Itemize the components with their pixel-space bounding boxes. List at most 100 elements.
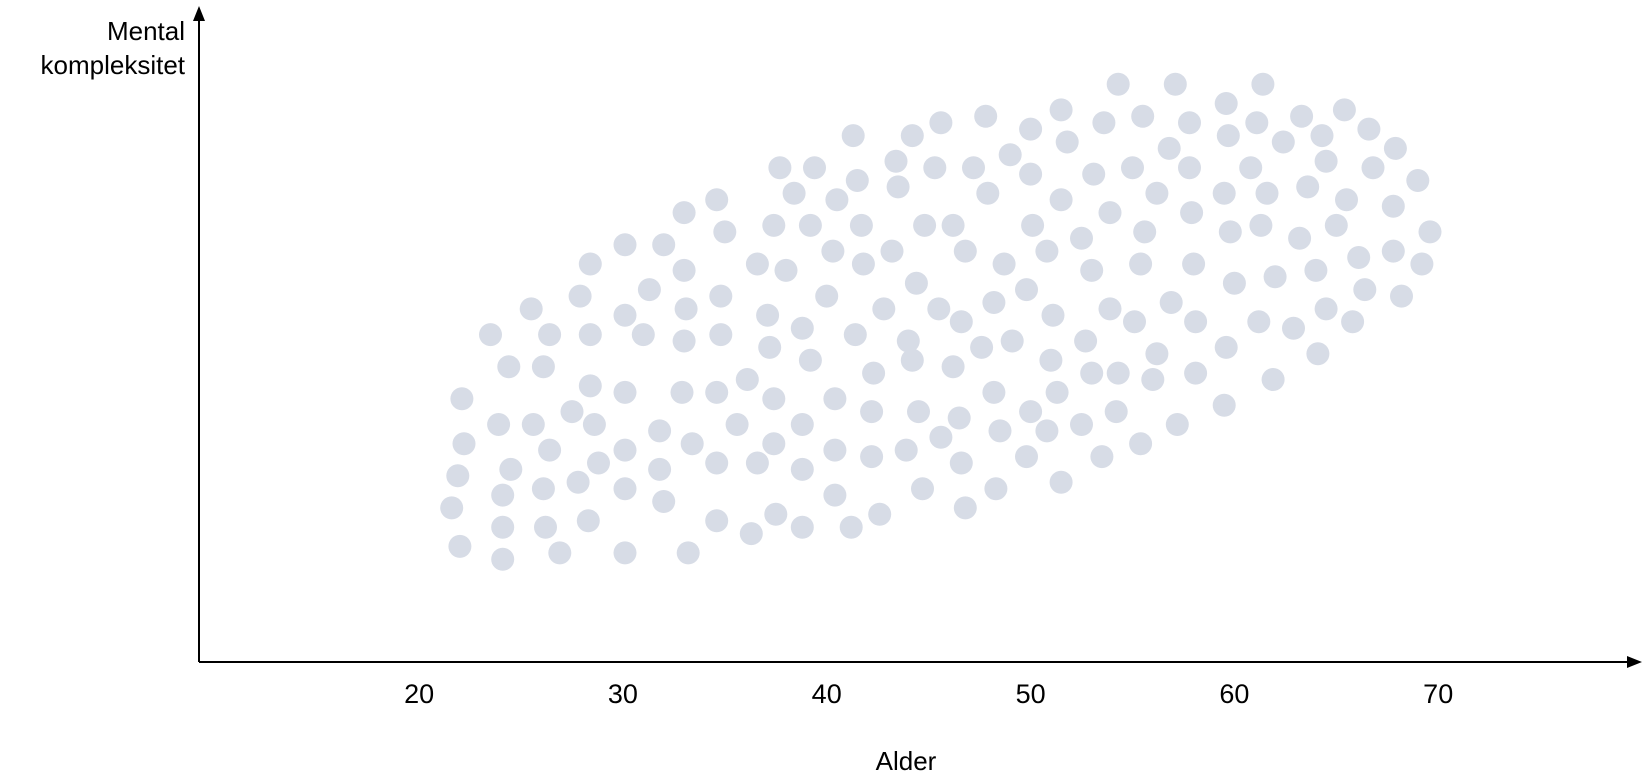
data-point [862, 361, 886, 385]
data-point [1212, 181, 1236, 205]
data-point [1310, 124, 1334, 148]
data-point [868, 502, 892, 526]
data-point [739, 522, 763, 546]
data-point [705, 188, 729, 212]
data-point [519, 297, 543, 321]
data-point [1180, 201, 1204, 225]
data-point [758, 335, 782, 359]
data-point [790, 413, 814, 436]
points-layer [440, 72, 1442, 571]
data-point [521, 413, 545, 436]
x-tick-label: 60 [1219, 679, 1249, 709]
data-point [1019, 400, 1043, 424]
data-point [843, 323, 867, 347]
data-point [803, 156, 826, 180]
data-point [823, 483, 847, 507]
data-point [1106, 72, 1130, 96]
data-point [680, 432, 704, 456]
data-point [1247, 310, 1271, 334]
data-point [672, 201, 696, 225]
data-point [1255, 181, 1279, 205]
data-point [1184, 310, 1208, 334]
data-point [962, 156, 985, 180]
data-point [1123, 310, 1146, 334]
data-point [884, 149, 908, 173]
data-point [1015, 445, 1038, 469]
data-point [949, 310, 973, 334]
data-point [1381, 194, 1405, 218]
data-point [880, 239, 904, 263]
data-point [998, 143, 1022, 167]
data-point [1178, 111, 1201, 135]
data-point [1021, 213, 1045, 237]
data-point [970, 335, 994, 359]
data-point [568, 284, 592, 308]
data-point [815, 284, 839, 308]
data-point [1335, 188, 1358, 212]
data-point [1145, 342, 1169, 366]
data-point [896, 329, 920, 353]
data-point [1131, 104, 1155, 128]
data-point [992, 252, 1016, 276]
data-point [1178, 156, 1201, 180]
data-point [709, 323, 733, 347]
data-point [762, 387, 786, 411]
data-point [1082, 162, 1106, 186]
data-point [1080, 361, 1104, 385]
data-point [725, 413, 749, 436]
data-point [894, 438, 918, 462]
data-point [1106, 361, 1130, 385]
data-point [1306, 342, 1330, 366]
data-point [613, 233, 637, 257]
data-point [448, 534, 472, 558]
data-point [1288, 226, 1312, 250]
data-point [845, 169, 869, 192]
data-point [1418, 220, 1442, 244]
data-point [1216, 124, 1240, 148]
data-point [548, 541, 572, 565]
data-point [1145, 181, 1169, 205]
data-point [764, 502, 788, 526]
data-point [487, 413, 511, 436]
data-point [479, 323, 502, 347]
data-point [1098, 201, 1122, 225]
data-point [705, 509, 729, 533]
data-point [652, 490, 676, 513]
data-point [676, 541, 700, 565]
data-point [1261, 368, 1285, 391]
data-point [947, 406, 971, 430]
data-point [582, 413, 606, 436]
data-point [1357, 117, 1381, 141]
data-point [904, 271, 928, 295]
data-point [825, 188, 849, 212]
data-point [949, 451, 973, 475]
data-point [941, 355, 965, 379]
data-point [670, 380, 694, 404]
data-point [982, 380, 1006, 404]
data-point [1159, 291, 1183, 314]
data-point [851, 252, 875, 276]
data-point [613, 380, 637, 404]
data-point [1245, 111, 1269, 135]
data-point [637, 278, 661, 302]
data-point [440, 496, 464, 520]
data-point [745, 252, 769, 276]
data-point [860, 400, 884, 424]
data-point [1184, 361, 1208, 385]
data-point [790, 316, 814, 340]
data-point [1222, 271, 1246, 295]
data-point [1214, 335, 1238, 359]
data-point [872, 297, 896, 321]
data-point [1098, 297, 1122, 321]
data-point [1239, 156, 1263, 180]
data-point [1133, 220, 1157, 244]
data-point [1218, 220, 1242, 244]
data-point [1341, 310, 1365, 334]
data-point [713, 220, 737, 244]
data-point [1314, 297, 1338, 321]
data-point [1290, 104, 1314, 128]
data-point [976, 181, 1000, 205]
data-point [1263, 265, 1287, 289]
data-point [531, 355, 555, 379]
